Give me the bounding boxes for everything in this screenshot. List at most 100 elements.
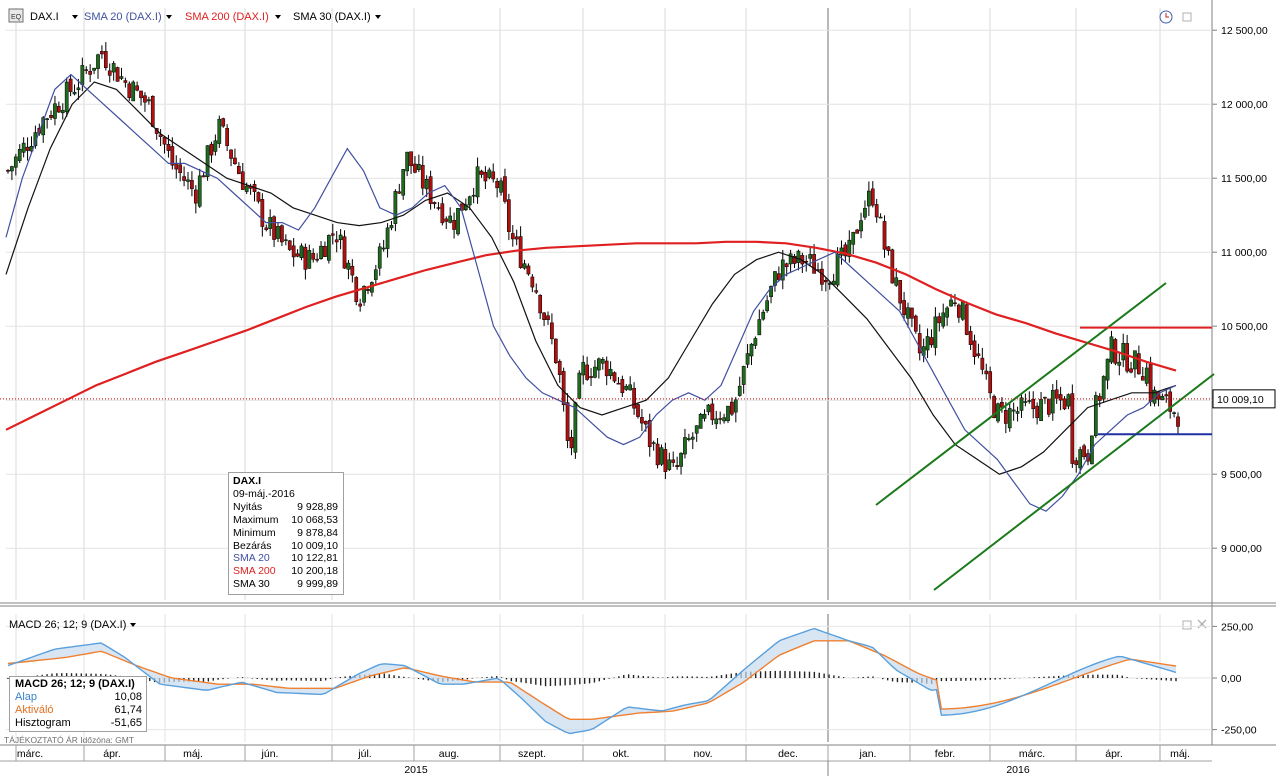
candle <box>647 413 652 457</box>
candle-body <box>225 128 229 146</box>
candle <box>1172 411 1176 418</box>
candle <box>1097 393 1102 408</box>
candle <box>150 95 155 128</box>
candle-body <box>1101 376 1106 400</box>
candle <box>327 234 331 264</box>
candle-body <box>25 146 30 151</box>
candle-body <box>784 263 789 268</box>
candle-body <box>10 166 14 172</box>
candle-body <box>420 165 425 189</box>
candle-body <box>640 417 644 424</box>
x-axis-month-label: jan. <box>859 748 877 760</box>
candle-body <box>937 316 942 324</box>
candle-body <box>213 140 218 152</box>
candle <box>475 157 480 204</box>
candle <box>514 229 519 246</box>
candle <box>72 84 77 96</box>
legend-instrument[interactable]: DAX.I <box>30 11 59 23</box>
candle <box>577 370 582 399</box>
candle <box>1144 362 1149 387</box>
candle-body <box>589 376 593 378</box>
candle-body <box>870 188 875 206</box>
macd-dropdown-icon <box>130 623 136 627</box>
candle <box>851 231 856 255</box>
sma20-line <box>5 73 1177 512</box>
candle-body <box>702 413 707 419</box>
candle <box>311 248 316 263</box>
x-axis-month-label: jún. <box>261 748 279 760</box>
candle <box>76 78 81 100</box>
candle-body <box>1023 401 1028 403</box>
candle <box>694 425 699 442</box>
candle-body <box>221 118 226 127</box>
tooltip-value: 10 068,53 <box>291 513 338 526</box>
candle-body <box>444 218 449 222</box>
macd-row: Hisztogram -51,65 <box>15 717 146 730</box>
candle-body <box>526 265 531 275</box>
candle-body <box>1129 368 1133 373</box>
candle-body <box>452 220 456 230</box>
candle <box>389 220 394 231</box>
x-axis-month-label: szept. <box>518 748 546 760</box>
dropdown-triangle-icon <box>275 15 281 19</box>
candle <box>57 101 61 114</box>
candle <box>820 261 824 291</box>
maximize-icon[interactable] <box>1182 12 1192 22</box>
candle-body <box>475 166 480 198</box>
candle <box>890 248 895 284</box>
candle-body <box>483 171 488 182</box>
candle-body <box>264 227 269 230</box>
dropdown-triangle-icon <box>166 15 172 19</box>
candle-body <box>389 225 394 229</box>
candle <box>1007 403 1012 432</box>
candle <box>823 277 828 292</box>
candle-body <box>780 259 785 281</box>
candle <box>690 432 695 450</box>
macd-base-line <box>7 627 1177 735</box>
candle-body <box>886 246 891 251</box>
candle-body <box>733 399 738 413</box>
legend-sma20[interactable]: SMA 20 (DAX.I) <box>84 11 162 23</box>
candle-body <box>76 87 81 91</box>
candle <box>640 409 644 432</box>
candle <box>968 325 973 351</box>
candle-body <box>557 361 562 375</box>
candle <box>507 193 511 241</box>
candle-body <box>1137 353 1141 375</box>
candle-body <box>964 304 969 335</box>
candle-body <box>1133 350 1137 370</box>
candle <box>432 201 437 209</box>
macd-maximize-icon[interactable] <box>1182 620 1192 630</box>
candle <box>377 243 382 276</box>
candle <box>397 183 402 194</box>
tooltip-label: Bezárás <box>233 539 272 552</box>
candle-body <box>1011 409 1016 412</box>
candle <box>929 329 934 348</box>
candle <box>557 359 562 383</box>
candle-body <box>1066 394 1071 407</box>
candle <box>546 311 550 325</box>
x-axis-year-label: 2015 <box>404 764 428 776</box>
candle <box>256 191 261 204</box>
candle <box>260 193 265 237</box>
candle-body <box>1097 395 1102 401</box>
legend-sma30[interactable]: SMA 30 (DAX.I) <box>293 11 371 23</box>
macd-legend[interactable]: MACD 26; 12; 9 (DAX.I) <box>9 619 126 631</box>
legend-sma200[interactable]: SMA 200 (DAX.I) <box>185 11 269 23</box>
candle-body <box>178 164 183 174</box>
candle <box>863 200 867 220</box>
macd-label: Alap <box>15 691 38 703</box>
candle <box>225 124 229 151</box>
candle <box>651 440 656 451</box>
candle <box>569 429 574 456</box>
candle-body <box>659 447 664 465</box>
candle <box>714 410 719 429</box>
candle <box>487 167 492 180</box>
candle <box>765 295 769 313</box>
x-axis-month-label: aug. <box>439 748 459 760</box>
candle <box>428 170 433 210</box>
candle <box>593 360 597 379</box>
candle-body <box>166 143 171 151</box>
candle <box>358 298 363 312</box>
